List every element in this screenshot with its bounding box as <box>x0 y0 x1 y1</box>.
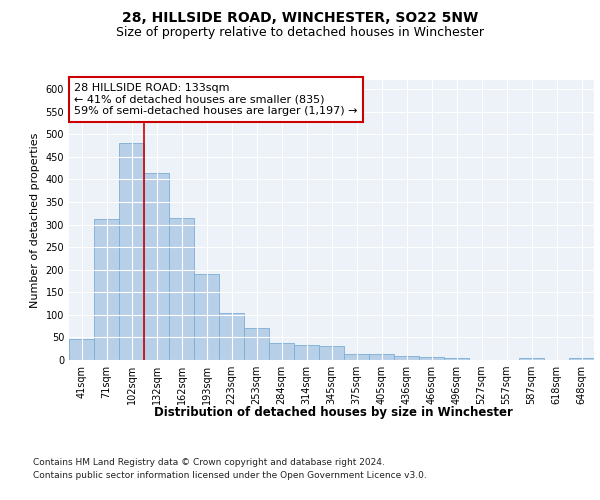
Bar <box>519 358 544 360</box>
Bar <box>244 328 269 360</box>
Bar <box>119 143 144 360</box>
Bar <box>194 274 219 360</box>
Bar <box>69 339 94 360</box>
Bar <box>219 313 244 360</box>
Bar <box>269 343 294 360</box>
Bar <box>444 358 469 360</box>
Bar <box>94 219 119 360</box>
Text: Contains public sector information licensed under the Open Government Licence v3: Contains public sector information licen… <box>33 472 427 480</box>
Bar <box>419 358 444 360</box>
Text: 28, HILLSIDE ROAD, WINCHESTER, SO22 5NW: 28, HILLSIDE ROAD, WINCHESTER, SO22 5NW <box>122 10 478 24</box>
Y-axis label: Number of detached properties: Number of detached properties <box>30 132 40 308</box>
Text: Contains HM Land Registry data © Crown copyright and database right 2024.: Contains HM Land Registry data © Crown c… <box>33 458 385 467</box>
Bar <box>294 345 319 360</box>
Text: 28 HILLSIDE ROAD: 133sqm
← 41% of detached houses are smaller (835)
59% of semi-: 28 HILLSIDE ROAD: 133sqm ← 41% of detach… <box>74 83 358 116</box>
Bar <box>369 354 394 360</box>
Bar <box>319 346 344 360</box>
Bar <box>569 358 594 360</box>
Text: Distribution of detached houses by size in Winchester: Distribution of detached houses by size … <box>154 406 512 419</box>
Bar <box>344 354 369 360</box>
Bar <box>144 174 169 360</box>
Bar <box>394 356 419 360</box>
Text: Size of property relative to detached houses in Winchester: Size of property relative to detached ho… <box>116 26 484 39</box>
Bar <box>169 218 194 360</box>
